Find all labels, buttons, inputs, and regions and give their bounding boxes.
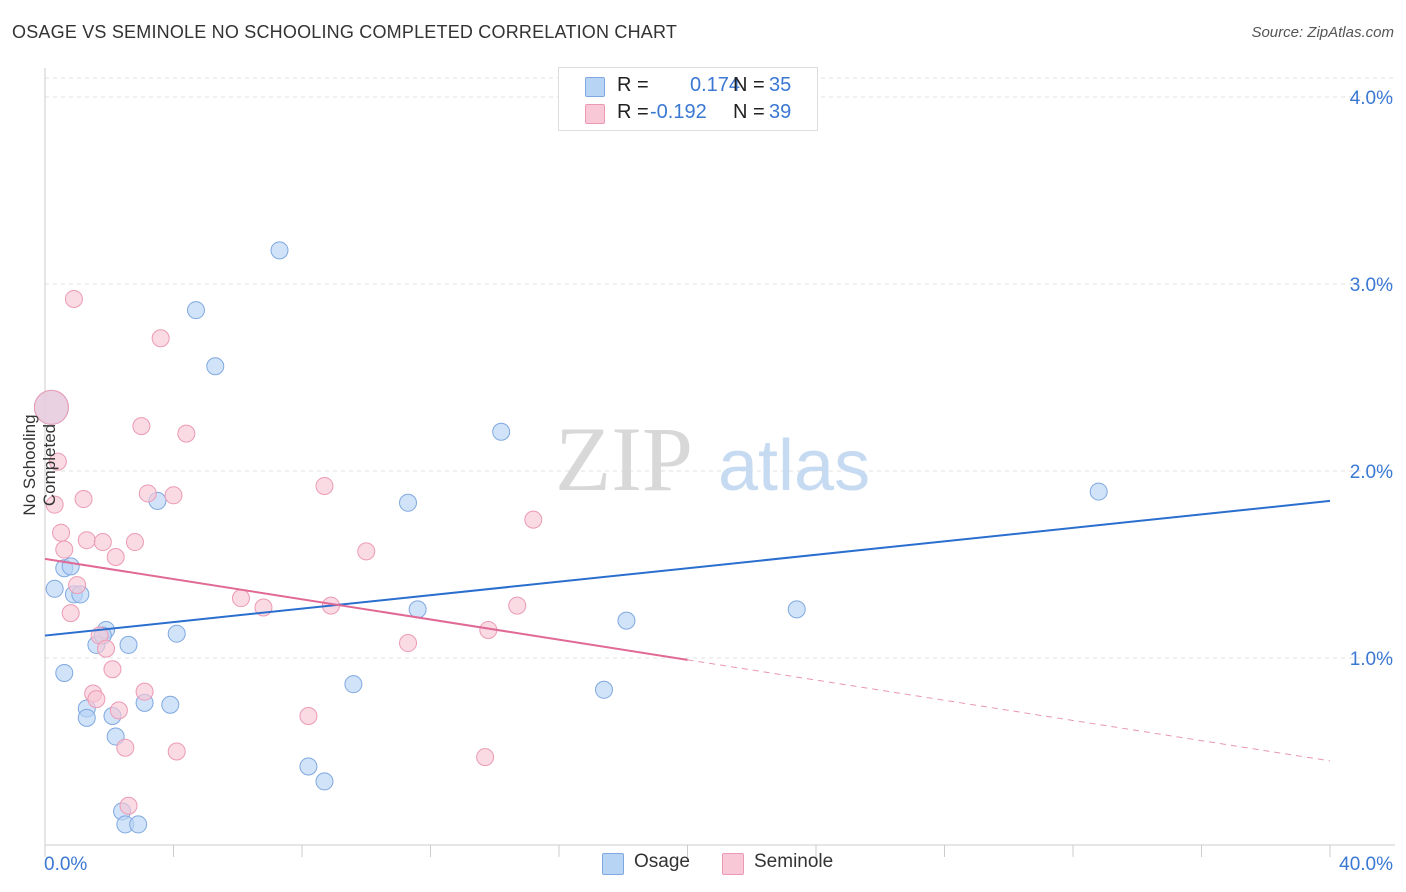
seminole-point: [164, 486, 183, 505]
osage-point: [617, 611, 636, 630]
osage-point: [315, 772, 334, 791]
legend-r-label-osage: R =: [617, 74, 649, 96]
watermark-zip: ZIP: [555, 408, 693, 510]
seminole-point: [177, 424, 196, 443]
seminole-point: [231, 589, 250, 608]
legend-r-label-seminole: R =: [617, 101, 649, 123]
legend-r-value-seminole: -0.192: [650, 101, 707, 123]
bottom-legend-swatch-osage: [602, 853, 624, 875]
seminole-point: [508, 596, 527, 615]
legend-n-label-seminole: N =: [733, 101, 765, 123]
osage-point: [119, 635, 138, 654]
y-tick-label: 2.0%: [1350, 462, 1393, 483]
y-tick-label: 1.0%: [1350, 649, 1393, 670]
chart-title: OSAGE VS SEMINOLE NO SCHOOLING COMPLETED…: [12, 22, 678, 42]
legend-n-value-seminole: 39: [769, 101, 792, 123]
seminole-point: [299, 706, 318, 725]
seminole-trend-line-extrapolated: [687, 659, 1331, 762]
seminole-point: [357, 542, 376, 561]
seminole-point: [119, 796, 138, 815]
seminole-point: [48, 452, 67, 471]
osage-point: [399, 493, 418, 512]
seminole-point: [315, 476, 334, 495]
seminole-point: [167, 742, 186, 761]
legend-r-value-osage: 0.174: [690, 74, 741, 96]
seminole-point: [524, 510, 543, 529]
osage-point: [61, 557, 80, 576]
seminole-point: [476, 748, 495, 767]
seminole-point: [64, 289, 83, 308]
seminole-point: [125, 533, 144, 552]
seminole-point: [93, 533, 112, 552]
osage-point: [787, 600, 806, 619]
osage-point: [77, 708, 96, 727]
legend-n-label-osage: N =: [733, 74, 765, 96]
seminole-point: [68, 576, 87, 595]
y-tick-label: 4.0%: [1350, 88, 1393, 109]
osage-point: [45, 579, 64, 598]
y-axis-label: No Schooling Completed: [20, 414, 59, 516]
osage-point: [408, 600, 427, 619]
osage-point: [594, 680, 613, 699]
osage-point: [270, 241, 289, 260]
seminole-point: [33, 389, 69, 425]
seminole-point: [55, 540, 74, 559]
seminole-point: [151, 329, 170, 348]
legend-swatch-osage: [585, 77, 605, 97]
bottom-legend-swatch-seminole: [722, 853, 744, 875]
seminole-point: [109, 701, 128, 720]
seminole-point: [135, 682, 154, 701]
osage-point: [492, 422, 511, 441]
osage-point: [1089, 482, 1108, 501]
seminole-trend-line: [44, 557, 688, 661]
seminole-point: [45, 495, 64, 514]
seminole-point: [399, 634, 418, 653]
osage-point: [206, 357, 225, 376]
osage-point: [344, 675, 363, 694]
y-tick-label: 3.0%: [1350, 275, 1393, 296]
osage-point: [167, 624, 186, 643]
source-label: Source: ZipAtlas.com: [1251, 24, 1394, 41]
osage-point: [161, 695, 180, 714]
seminole-point: [97, 639, 116, 658]
seminole-point: [74, 490, 93, 509]
seminole-point: [87, 690, 106, 709]
osage-point: [55, 663, 74, 682]
seminole-point: [132, 417, 151, 436]
x-tick-label-max: 40.0%: [1339, 854, 1393, 875]
seminole-point: [77, 531, 96, 550]
osage-trend-line: [44, 499, 1331, 637]
bottom-legend-label-seminole: Seminole: [754, 851, 834, 872]
legend-swatch-seminole: [585, 104, 605, 124]
seminole-point: [106, 548, 125, 567]
bottom-legend-label-osage: Osage: [634, 851, 690, 872]
x-tick-label-min: 0.0%: [44, 854, 87, 875]
osage-point: [129, 815, 148, 834]
seminole-point: [103, 660, 122, 679]
seminole-point: [61, 604, 80, 623]
seminole-point: [116, 738, 135, 757]
osage-point: [186, 301, 205, 320]
legend-n-value-osage: 35: [769, 74, 792, 96]
osage-point: [299, 757, 318, 776]
correlation-legend: R = 0.174 N = 35 R = -0.192 N = 39: [558, 67, 818, 131]
seminole-point: [138, 484, 157, 503]
watermark-atlas: atlas: [718, 426, 870, 506]
